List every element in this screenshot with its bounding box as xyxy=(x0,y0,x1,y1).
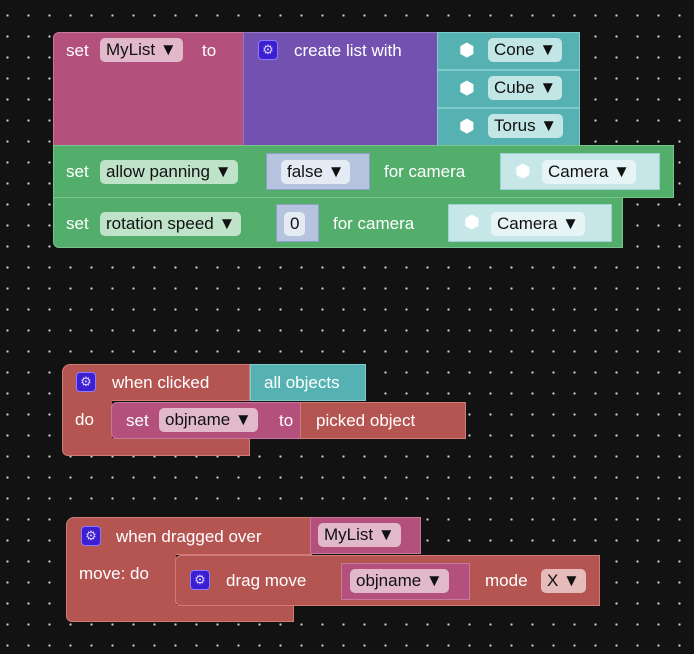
cube-icon: ⬢ xyxy=(459,40,475,60)
camera-dropdown[interactable]: Camera ▼ xyxy=(542,160,637,184)
variable-dropdown[interactable]: MyList ▼ xyxy=(100,38,183,62)
object-dropdown-cone[interactable]: Cone ▼ xyxy=(488,38,563,62)
create-list-label: create list with xyxy=(294,41,402,60)
for-camera-label: for camera xyxy=(384,162,466,181)
gear-icon[interactable]: ⚙ xyxy=(258,40,278,60)
set-label: set xyxy=(66,162,89,181)
cube-icon: ⬢ xyxy=(459,78,475,98)
when-clicked-label: when clicked xyxy=(112,373,210,392)
picked-object-block[interactable] xyxy=(300,402,466,439)
cube-icon: ⬢ xyxy=(459,116,475,136)
move-do-label: move: do xyxy=(79,564,149,583)
to-label: to xyxy=(279,411,294,430)
cube-icon: ⬢ xyxy=(515,161,531,181)
gear-icon[interactable]: ⚙ xyxy=(76,372,96,392)
when-clicked-body xyxy=(62,400,112,440)
for-camera-label: for camera xyxy=(333,214,415,233)
boolean-dropdown[interactable]: false ▼ xyxy=(281,160,351,184)
when-dragged-footer xyxy=(66,605,294,622)
set-label: set xyxy=(66,41,89,60)
when-clicked-footer xyxy=(62,438,250,456)
object-dropdown-torus[interactable]: Torus ▼ xyxy=(488,114,564,138)
set-label: set xyxy=(126,411,149,430)
drag-move-label: drag move xyxy=(226,571,307,590)
property-dropdown[interactable]: rotation speed ▼ xyxy=(100,212,242,236)
set-label: set xyxy=(66,214,89,233)
gear-icon[interactable]: ⚙ xyxy=(190,570,210,590)
gear-icon[interactable]: ⚙ xyxy=(81,526,101,546)
all-objects-block[interactable] xyxy=(250,364,366,401)
do-label: do xyxy=(75,410,94,429)
cube-icon: ⬢ xyxy=(464,212,480,232)
camera-dropdown[interactable]: Camera ▼ xyxy=(491,212,586,236)
object-dropdown-cube[interactable]: Cube ▼ xyxy=(488,76,563,100)
all-objects-label: all objects xyxy=(264,373,340,392)
when-dragged-label: when dragged over xyxy=(116,527,262,546)
variable-dropdown[interactable]: objname ▼ xyxy=(350,569,449,593)
property-dropdown[interactable]: allow panning ▼ xyxy=(100,160,238,184)
mode-dropdown[interactable]: X ▼ xyxy=(541,569,586,593)
to-label: to xyxy=(202,41,217,60)
variable-dropdown[interactable]: objname ▼ xyxy=(159,408,258,432)
number-input[interactable]: 0 xyxy=(284,212,306,236)
mode-label: mode xyxy=(485,571,528,590)
when-dragged-body xyxy=(66,554,176,607)
picked-object-label: picked object xyxy=(316,411,416,430)
list-dropdown[interactable]: MyList ▼ xyxy=(318,523,401,547)
when-dragged-event-block[interactable] xyxy=(66,517,312,555)
